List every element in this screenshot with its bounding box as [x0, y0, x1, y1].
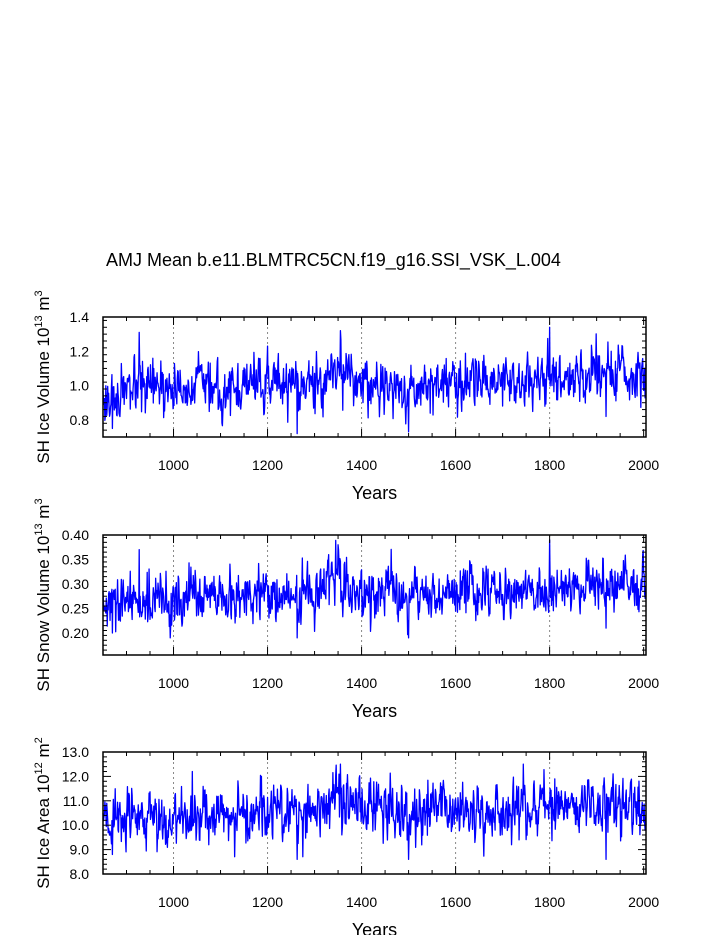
- x-tick-label: 1600: [440, 675, 471, 691]
- chart-panel-2: 1000 1200 1400 1600 1800 2000 0.20 0.25 0.30 0.35…: [33, 498, 659, 721]
- y-tick-label: 0.30: [62, 576, 89, 592]
- y-tick-label: 8.0: [70, 866, 90, 882]
- y-tick-label: 11.0: [63, 793, 89, 809]
- x-tick-label: 1600: [440, 457, 471, 473]
- plot-frame: [102, 316, 647, 438]
- plot-frame: [102, 751, 647, 875]
- y-tick-label: 10.0: [62, 817, 89, 833]
- series-line-sh-ice-volume: [102, 326, 647, 435]
- x-axis-label: Years: [352, 920, 397, 935]
- x-tick-label: 1400: [346, 675, 377, 691]
- y-tick-label: 9.0: [70, 842, 90, 858]
- series-line-sh-snow-volume: [102, 539, 647, 639]
- y-tick-label: 1.4: [70, 309, 90, 325]
- x-tick-label: 2000: [628, 894, 659, 910]
- x-tick-label: 2000: [628, 457, 659, 473]
- y-tick-label: 13.0: [62, 744, 89, 760]
- y-tick-label: 0.8: [70, 412, 90, 428]
- x-tick-label: 1800: [534, 894, 565, 910]
- x-tick-label: 1200: [252, 457, 283, 473]
- x-tick-label: 1000: [158, 894, 189, 910]
- y-axis-label: SH Ice Volume 1013 m3: [33, 290, 53, 463]
- x-axis-label: Years: [352, 701, 397, 721]
- x-tick-label: 1200: [252, 675, 283, 691]
- y-axis-label: SH Ice Area 1012 m2: [33, 737, 53, 889]
- y-tick-label: 1.2: [70, 343, 90, 359]
- chart-panel-3: 1000 1200 1400 1600 1800 2000 8.0 9.0 10.0 11.0 12…: [33, 737, 659, 935]
- x-tick-label: 1800: [534, 457, 565, 473]
- x-tick-label: 1400: [346, 457, 377, 473]
- x-tick-label: 1800: [534, 675, 565, 691]
- chart-panel-1: 1000 1200 1400 1600 1800 2000 0.8 1.0 1.2 1.4 Year…: [33, 290, 659, 503]
- x-tick-label: 1200: [252, 894, 283, 910]
- y-tick-label: 12.0: [62, 768, 89, 784]
- x-tick-label: 1000: [158, 675, 189, 691]
- y-axis-label: SH Snow Volume 1013 m3: [33, 498, 53, 691]
- plot-frame: [102, 534, 647, 656]
- x-tick-label: 1000: [158, 457, 189, 473]
- chart-panels: 1000 1200 1400 1600 1800 2000 0.8 1.0 1.2 1.4 Year…: [33, 290, 659, 935]
- x-axis-label: Years: [352, 483, 397, 503]
- x-tick-label: 2000: [628, 675, 659, 691]
- y-tick-label: 0.20: [62, 625, 89, 641]
- x-tick-label: 1600: [440, 894, 471, 910]
- series-line-sh-ice-area: [102, 763, 647, 861]
- chart-title: AMJ Mean b.e11.BLMTRC5CN.f19_g16.SSI_VSK…: [106, 250, 561, 271]
- y-tick-label: 0.25: [62, 600, 89, 616]
- y-tick-label: 0.35: [62, 551, 89, 567]
- y-tick-label: 1.0: [70, 378, 90, 394]
- y-tick-label: 0.40: [62, 527, 89, 543]
- x-tick-label: 1400: [346, 894, 377, 910]
